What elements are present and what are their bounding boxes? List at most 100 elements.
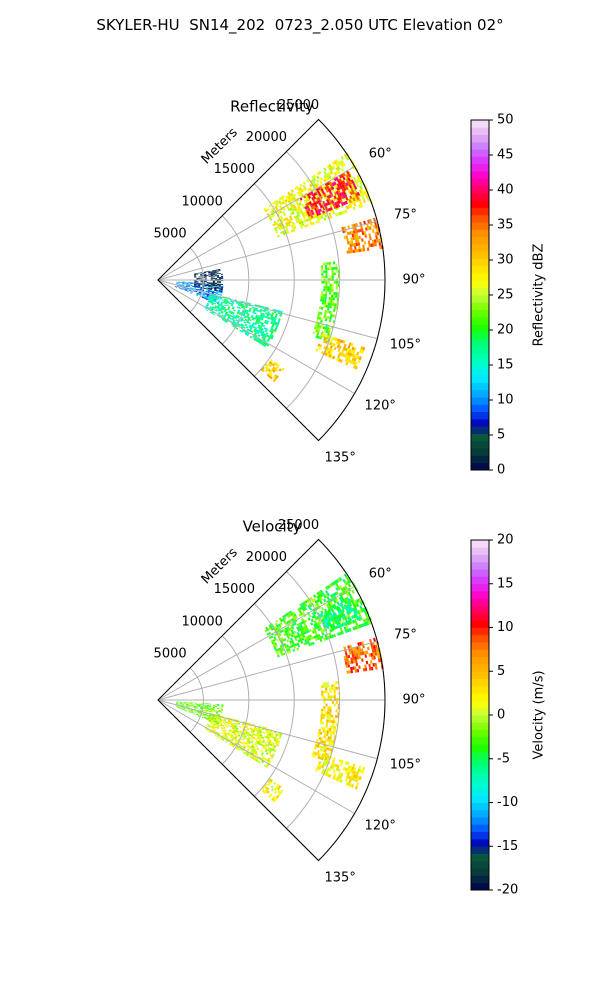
- echo-gate: [237, 307, 239, 309]
- echo-gate: [346, 671, 349, 674]
- echo-gate: [217, 282, 219, 283]
- echo-gate: [330, 276, 332, 279]
- echo-gate: [326, 281, 328, 284]
- echo-gate: [219, 273, 221, 274]
- colorbar-segment: [471, 569, 489, 577]
- echo-gate: [218, 294, 220, 296]
- echo-gate: [327, 709, 329, 712]
- echo-gate: [375, 235, 378, 239]
- echo-gate: [321, 273, 323, 276]
- colorbar-segment: [471, 404, 489, 412]
- echo-gate: [208, 711, 210, 712]
- echo-gate: [351, 590, 355, 594]
- echo-gate: [331, 295, 333, 298]
- echo-gate: [216, 271, 218, 272]
- echo-gate: [330, 706, 332, 709]
- echo-gate: [333, 295, 335, 298]
- colorbar-tick-label: -15: [497, 839, 518, 854]
- echo-gate: [214, 303, 216, 305]
- echo-gate: [221, 276, 223, 277]
- azimuth-tick-label: 75°: [394, 627, 417, 642]
- echo-gate: [331, 684, 333, 687]
- range-tick-label: 25000: [278, 98, 319, 113]
- colorbar-segment: [471, 810, 489, 818]
- colorbar-segment: [471, 368, 489, 376]
- echo-gate: [205, 281, 207, 282]
- colorbar-segment: [471, 868, 489, 876]
- echo-gate: [327, 286, 329, 289]
- echo-gate: [333, 309, 336, 312]
- echo-gate: [220, 711, 222, 712]
- echo-gate: [219, 278, 221, 279]
- echo-gate: [273, 782, 276, 785]
- range-axis-label: Meters: [199, 545, 241, 587]
- azimuth-gridline: [158, 221, 377, 280]
- colorbar-segment: [471, 120, 489, 128]
- echo-gate: [330, 284, 332, 287]
- echo-gate: [221, 706, 223, 707]
- echo-gate: [358, 765, 361, 769]
- echo-gate: [229, 303, 231, 305]
- echo-gate: [320, 320, 323, 323]
- echo-gate: [216, 269, 218, 270]
- echo-gate: [316, 176, 319, 180]
- echo-gate: [320, 296, 322, 299]
- colorbar-tick-label: 10: [497, 393, 514, 408]
- echo-gate: [321, 714, 323, 717]
- colorbar-segment: [471, 737, 489, 745]
- echo-gate: [323, 270, 325, 273]
- echo-gate: [176, 282, 178, 283]
- colorbar-tick-label: 20: [497, 533, 514, 548]
- echo-gate: [183, 289, 185, 290]
- echo-gate: [196, 274, 198, 275]
- echo-gate: [319, 306, 321, 309]
- echo-gate: [345, 652, 348, 656]
- echo-gate: [329, 297, 331, 300]
- echo-gate: [213, 281, 215, 282]
- echo-gate: [356, 663, 359, 667]
- azimuth-tick-label: 60°: [369, 147, 392, 162]
- echo-gate: [367, 247, 370, 251]
- echo-gate: [208, 730, 210, 732]
- echo-gate: [323, 305, 325, 308]
- echo-gate: [218, 299, 220, 301]
- echo-gate: [198, 709, 200, 710]
- echo-gate: [331, 687, 333, 690]
- echo-gate: [326, 302, 328, 305]
- range-tick-label: 10000: [182, 194, 223, 209]
- colorbar-segment: [471, 832, 489, 840]
- echo-gate: [217, 708, 219, 709]
- echo-gate: [196, 278, 198, 279]
- colorbar-segment: [471, 846, 489, 854]
- echo-gate: [334, 303, 336, 306]
- echo-gate: [335, 264, 337, 267]
- echo-gate: [335, 267, 337, 270]
- echo-gate: [213, 314, 215, 316]
- echo-gate: [205, 703, 207, 704]
- echo-gate: [354, 246, 357, 250]
- echo-gate: [328, 300, 330, 303]
- range-tick-label: 20000: [246, 550, 287, 565]
- echo-gate: [340, 763, 343, 767]
- echo-gate: [333, 267, 335, 270]
- echo-gate: [184, 282, 186, 283]
- echo-gate: [206, 271, 208, 272]
- echo-gate: [308, 617, 311, 620]
- colorbar-tick-label: 45: [497, 148, 514, 163]
- colorbar-segment: [471, 598, 489, 606]
- colorbar-segment: [471, 164, 489, 172]
- echo-gate: [206, 290, 208, 291]
- azimuth-tick-label: 105°: [390, 338, 421, 353]
- velocity-echo-region: [262, 778, 284, 802]
- echo-gate: [325, 714, 327, 717]
- colorbar-segment: [471, 310, 489, 318]
- colorbar-segment: [471, 628, 489, 636]
- echo-gate: [335, 681, 337, 684]
- colorbar-tick-label: 40: [497, 183, 514, 198]
- echo-gate: [245, 324, 248, 326]
- echo-gate: [328, 281, 330, 284]
- echo-gate: [327, 267, 329, 270]
- echo-gate: [217, 704, 219, 705]
- echo-gate: [323, 263, 325, 266]
